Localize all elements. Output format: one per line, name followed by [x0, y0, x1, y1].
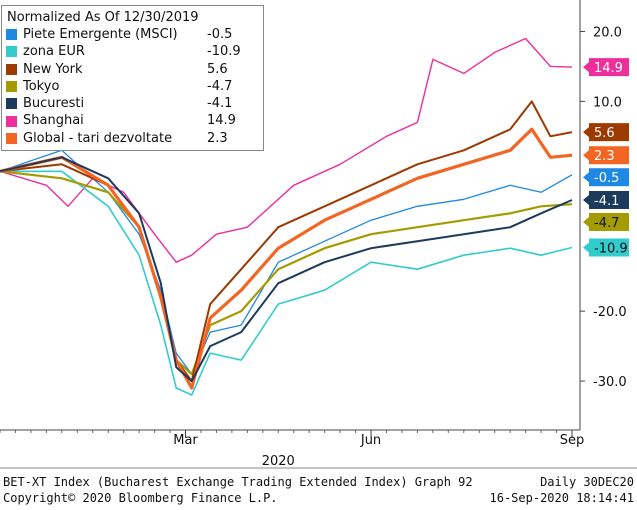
legend-series-value: -0.5: [207, 27, 233, 42]
value-badge-label: -0.5: [594, 171, 619, 186]
legend: Normalized As Of 12/30/2019 Piete Emerge…: [1, 5, 264, 152]
legend-title: Normalized As Of 12/30/2019: [7, 10, 199, 25]
value-badge-label: -4.7: [594, 216, 619, 231]
series-line-tokyo: [0, 170, 573, 376]
value-badge-label: 5.6: [594, 126, 615, 141]
legend-item: Shanghai 14.9: [6, 112, 263, 129]
legend-item: Piete Emergente (MSCI) -0.5: [6, 26, 263, 43]
legend-swatch: [6, 29, 17, 41]
value-badge-pointer: [583, 172, 589, 183]
legend-series-name: Shanghai: [23, 113, 84, 129]
legend-swatch: [6, 98, 17, 110]
legend-swatch: [6, 63, 17, 75]
value-badge-pointer: [583, 194, 589, 205]
legend-series-name: Global - tari dezvoltate: [23, 130, 173, 146]
value-badge: [589, 212, 629, 231]
value-badge-label: 14.9: [594, 61, 623, 76]
legend-series-value: 14.9: [207, 113, 236, 129]
value-badge: [589, 190, 629, 209]
legend-series-value: -4.7: [207, 78, 233, 94]
value-badge-pointer: [583, 127, 589, 138]
legend-series-name: zona EUR: [23, 44, 85, 60]
value-badge-pointer: [583, 242, 589, 253]
legend-series-name: Bucuresti: [23, 96, 85, 112]
legend-item: Tokyo -4.7: [6, 78, 263, 95]
series-line-global-tari-dezvoltate: [0, 127, 573, 390]
footer-index-description: BET-XT Index (Bucharest Exchange Trading…: [3, 475, 473, 489]
legend-series-name: Tokyo: [23, 78, 60, 94]
series-line-zona-eur: [0, 170, 573, 396]
legend-swatch: [6, 81, 17, 93]
series-line-piete-emergente-msci-: [0, 149, 573, 375]
value-badge-label: -4.1: [594, 194, 619, 209]
value-badge-pointer: [583, 150, 589, 161]
value-badge-pointer: [583, 62, 589, 73]
legend-series-value: 5.6: [207, 61, 228, 77]
legend-series-name: New York: [23, 61, 83, 77]
footer-timestamp: 16-Sep-2020 18:14:41: [489, 491, 635, 505]
value-badge-pointer: [583, 216, 589, 227]
y-tick-label: -20.0: [593, 305, 627, 320]
legend-swatch: [6, 115, 17, 127]
legend-item: New York 5.6: [6, 61, 263, 78]
legend-series-value: 2.3: [207, 130, 228, 146]
y-tick-label: -30.0: [593, 375, 627, 390]
legend-swatch: [6, 46, 17, 58]
value-badge-label: -10.9: [594, 242, 628, 257]
y-tick-label: 20.0: [593, 25, 622, 40]
x-tick-label: Sep: [560, 433, 585, 448]
legend-series-name: Piete Emergente (MSCI): [23, 27, 178, 42]
x-tick-label: Jun: [360, 433, 381, 448]
x-tick-label: Mar: [173, 433, 198, 448]
footer-copyright: Copyright© 2020 Bloomberg Finance L.P.: [3, 491, 278, 505]
footer: BET-XT Index (Bucharest Exchange Trading…: [3, 474, 634, 506]
legend-series-value: -10.9: [207, 44, 241, 60]
value-badge: [589, 168, 629, 187]
legend-item: zona EUR -10.9: [6, 43, 263, 60]
y-tick-label: 10.0: [593, 95, 622, 110]
value-badge: [589, 238, 629, 257]
legend-swatch: [6, 132, 17, 144]
legend-item: Bucuresti -4.1: [6, 95, 263, 112]
legend-series-value: -4.1: [207, 96, 233, 112]
legend-item: Global - tari dezvoltate 2.3: [6, 130, 263, 147]
value-badge: [589, 123, 629, 142]
value-badge: [589, 146, 629, 165]
value-badge-label: 2.3: [594, 149, 615, 164]
series-line-bucuresti: [0, 156, 573, 383]
value-badge: [589, 58, 629, 77]
footer-frequency: Daily 30DEC20: [540, 475, 634, 489]
x-year-label: 2020: [262, 454, 295, 469]
